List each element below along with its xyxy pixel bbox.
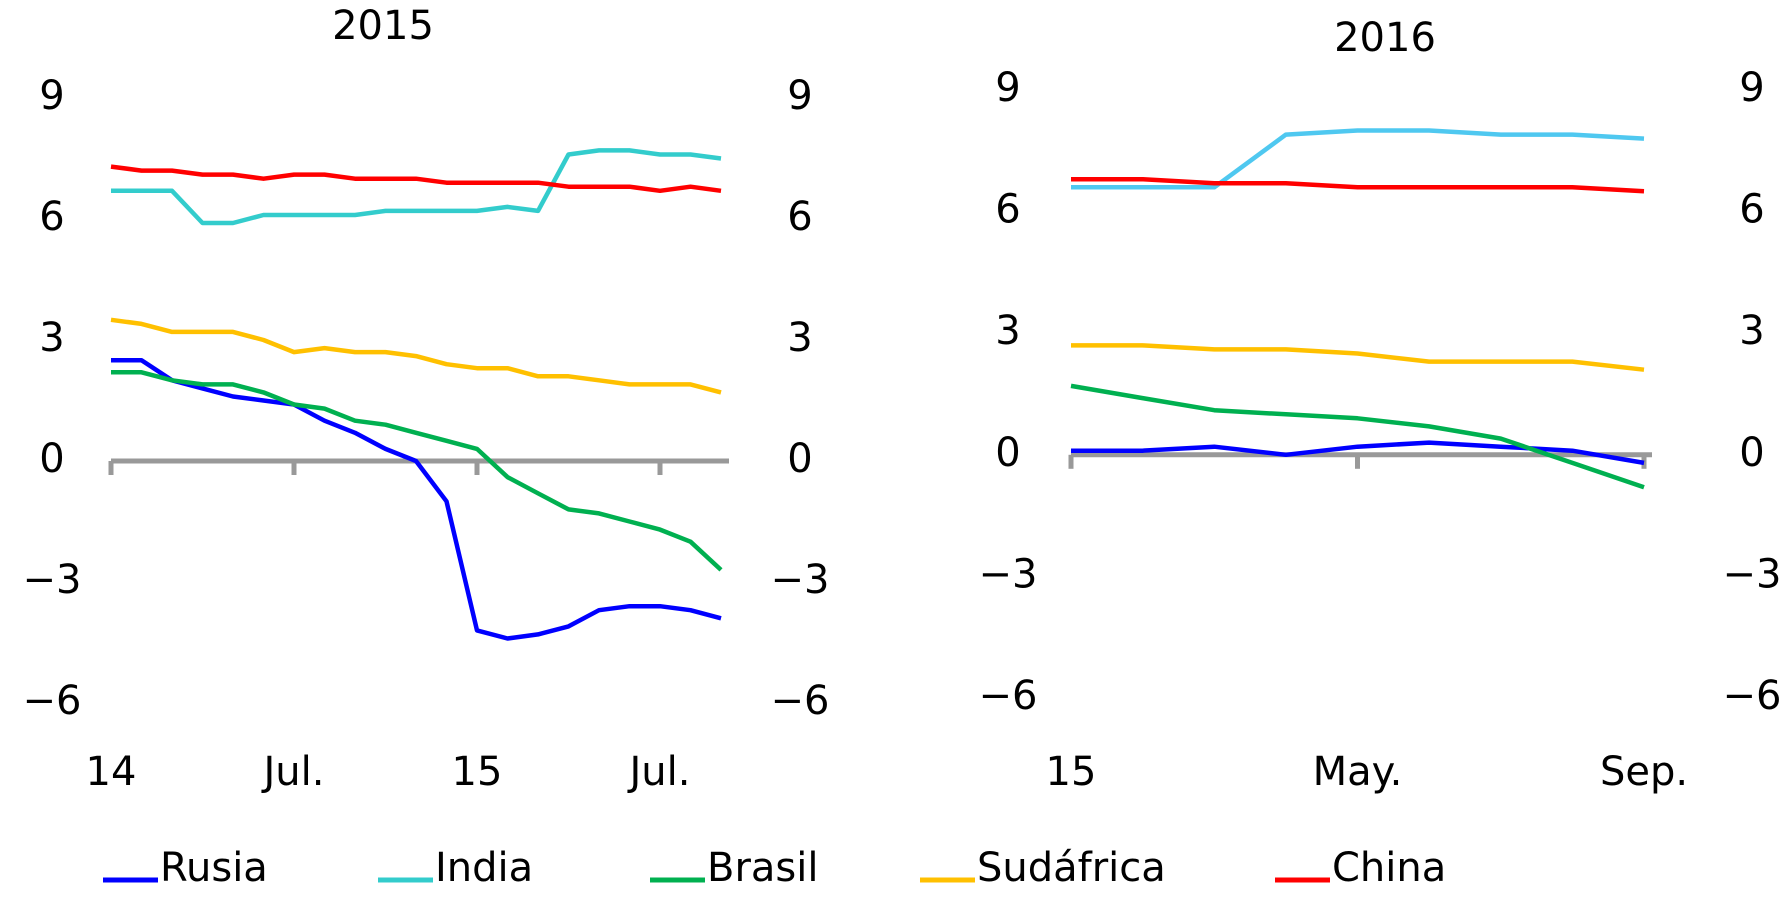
y-tick-label: −3 <box>23 557 82 603</box>
y2-tick-label: −3 <box>1723 551 1782 597</box>
y2-tick-label: −6 <box>1723 673 1782 719</box>
x-tick-label: May. <box>1313 749 1403 795</box>
y2-tick-label: 3 <box>1739 308 1764 354</box>
y-tick-label: 3 <box>995 308 1020 354</box>
y2-tick-label: 6 <box>1739 187 1764 233</box>
series-line <box>1071 176 1645 194</box>
y-tick-label: 9 <box>39 73 64 119</box>
y2-tick-label: 0 <box>1739 430 1764 476</box>
y-tick-label: 3 <box>39 315 64 361</box>
x-tick-label: Sep. <box>1600 749 1688 795</box>
x-tick-label: 15 <box>1046 749 1097 795</box>
series-line <box>1070 383 1645 490</box>
x-tick-label: 15 <box>452 749 503 795</box>
y2-tick-label: 9 <box>787 73 812 119</box>
y-tick-label: −6 <box>979 673 1038 719</box>
legend-label: Rusia <box>160 845 268 891</box>
y-tick-label: −3 <box>979 551 1038 597</box>
x-tick-label: Jul. <box>627 749 691 795</box>
chart-title: 2015 <box>332 3 434 49</box>
series-line <box>111 357 722 641</box>
y2-tick-label: −6 <box>771 678 830 724</box>
series-line <box>111 148 722 226</box>
x-tick-label: Jul. <box>261 749 325 795</box>
y-tick-label: 6 <box>39 194 64 240</box>
legend-label: Sudáfrica <box>977 845 1166 891</box>
series-line <box>111 370 723 572</box>
series-line <box>110 317 722 395</box>
series-line <box>1071 343 1645 372</box>
y-tick-label: −6 <box>23 678 82 724</box>
legend-label: China <box>1332 845 1446 891</box>
series-line <box>1071 440 1645 466</box>
y-tick-label: 0 <box>995 430 1020 476</box>
series-line <box>110 164 722 194</box>
y2-tick-label: 6 <box>787 194 812 240</box>
y-tick-label: 0 <box>39 436 64 482</box>
y2-tick-label: 0 <box>787 436 812 482</box>
y-tick-label: 9 <box>995 65 1020 111</box>
series-line <box>1071 128 1645 190</box>
legend-label: India <box>435 845 533 891</box>
y2-tick-label: −3 <box>771 557 830 603</box>
chart-title: 2016 <box>1334 15 1436 61</box>
legend-label: Brasil <box>707 845 818 891</box>
y-tick-label: 6 <box>995 187 1020 233</box>
y2-tick-label: 3 <box>787 315 812 361</box>
y2-tick-label: 9 <box>1739 65 1764 111</box>
x-tick-label: 14 <box>86 749 137 795</box>
